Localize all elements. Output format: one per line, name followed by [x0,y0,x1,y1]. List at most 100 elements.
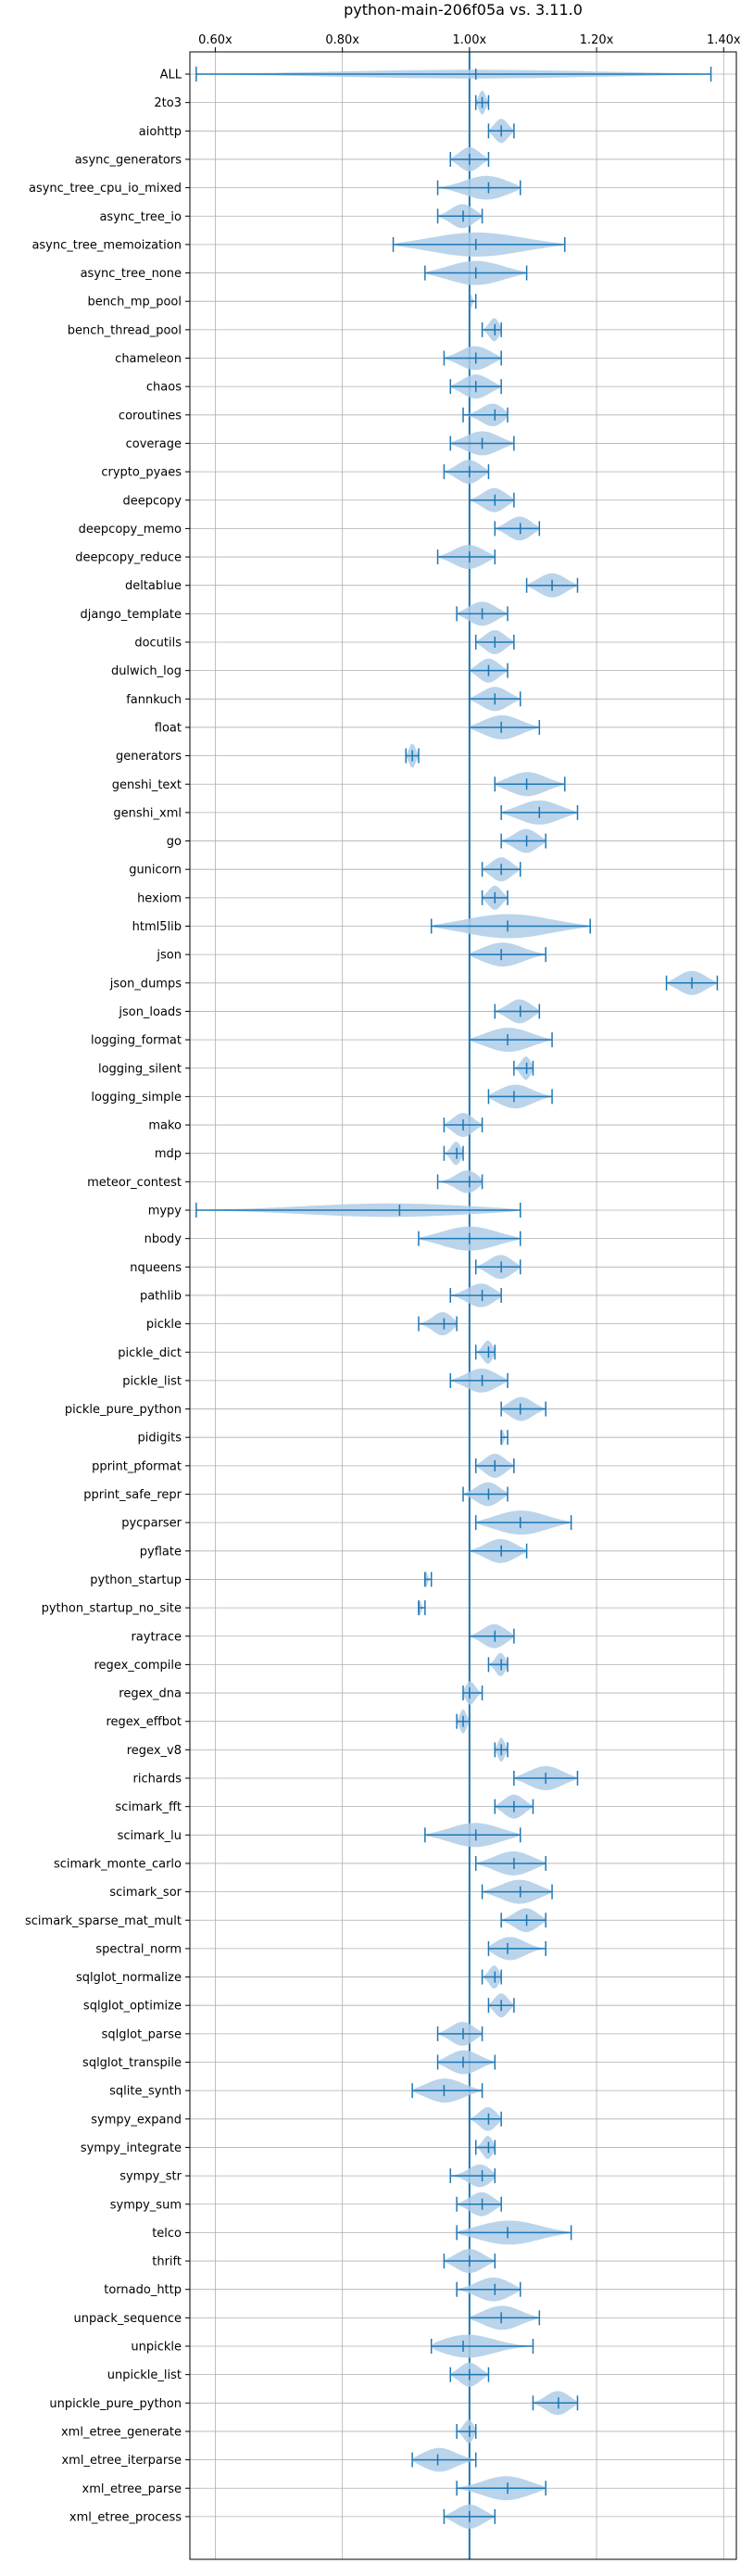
benchmark-label: pprint_pformat [92,1459,182,1473]
benchmark-label: regex_v8 [127,1744,182,1758]
benchmark-label: async_tree_cpu_io_mixed [29,182,182,196]
benchmark-label: xml_etree_parse [82,2482,182,2496]
violin-mypy [195,1203,521,1218]
benchmark-label: logging_simple [91,1091,182,1105]
violin-telco [456,2220,572,2245]
benchmark-label: chaos [146,381,182,395]
benchmark-label: sympy_sum [110,2198,182,2212]
violin-pyflate [469,1538,528,1563]
violin-float [469,715,541,739]
violin-coverage [449,431,515,456]
benchmark-label: unpickle [131,2341,182,2355]
benchmark-label: pidigits [138,1432,182,1446]
x-tick-label: 0.80x [325,33,359,47]
violin-bench_mp_pool [469,293,477,309]
benchmark-label: deepcopy [122,494,182,508]
violin-async_generators [449,146,490,171]
benchmark-label: genshi_xml [113,806,182,820]
violin-pickle [418,1312,458,1336]
violin-ALL [195,67,712,82]
violin-pickle_pure_python [500,1396,546,1421]
violin-spectral_norm [487,1937,546,1961]
violin-regex_dna [462,1681,484,1705]
violin-pidigits [500,1429,509,1446]
x-tick-label: 1.20x [580,33,614,47]
violin-richards [513,1766,579,1790]
violin-pprint_pformat [474,1453,515,1478]
axis-layer: 0.60x 0.80x 1.00x 1.20x 1.40x ALL 2to3 aiohttp a… [25,33,741,2524]
benchmark-label: unpickle_pure_python [49,2397,182,2411]
benchmark-label: python_startup [90,1573,182,1587]
benchmark-label: regex_compile [94,1659,182,1673]
violin-pathlib [449,1283,502,1307]
violin-unpickle_pure_python [532,2391,579,2416]
violin-bench_thread_pool [481,318,502,342]
x-tick-label: 0.60x [198,33,232,47]
benchmark-label: chameleon [115,352,182,366]
benchmark-label: docutils [134,637,182,650]
benchmark-label: raytrace [131,1630,182,1644]
benchmark-label: richards [133,1773,182,1787]
violin-sympy_str [449,2164,496,2188]
benchmark-label: scimark_sparse_mat_mult [25,1914,182,1928]
benchmark-label: unpack_sequence [73,2312,182,2326]
violin-json [469,942,546,966]
benchmark-label: nqueens [130,1261,182,1275]
violin-deltablue [525,573,579,598]
violin-gunicorn [481,857,521,882]
violin-aiohttp [487,119,515,144]
violin-deepcopy_reduce [436,545,496,569]
violin-go [500,828,546,853]
benchmark-label: deltablue [125,579,182,593]
violin-scimark_fft [494,1794,534,1819]
benchmark-label: sqlglot_transpile [82,2056,182,2070]
benchmark-label: xml_etree_generate [61,2425,182,2439]
violin-mdp [443,1142,464,1166]
violin-genshi_text [494,772,566,797]
benchmark-label: fannkuch [126,693,182,707]
violin-docutils [474,630,515,654]
violin-html5lib [430,914,591,939]
benchmark-label: aiohttp [139,125,182,139]
benchmark-label: gunicorn [129,864,182,878]
benchmark-label: pprint_safe_repr [83,1488,182,1502]
violin-logging_silent [513,1056,534,1080]
benchmark-label: deepcopy_memo [79,523,182,537]
violin-sqlglot_transpile [436,2050,496,2075]
benchmark-label: pathlib [140,1289,182,1303]
violin-sympy_sum [456,2191,502,2216]
benchmark-label: generators [116,750,182,764]
chart-title: python-main-206f05a vs. 3.11.0 [344,1,583,19]
x-tick-label: 1.00x [453,33,487,47]
violin-pprint_safe_repr [462,1482,509,1507]
violin-regex_v8 [494,1737,509,1762]
violin-scimark_sparse_mat_mult [500,1908,546,1933]
benchmark-label: float [155,721,182,735]
violin-genshi_xml [500,800,579,825]
violin-sqlglot_optimize [487,1993,515,2018]
benchmark-label: json_dumps [109,977,182,991]
violin-scimark_monte_carlo [474,1851,546,1875]
violin-coroutines [462,403,509,426]
violin-deepcopy_memo [494,516,541,541]
benchmark-label: xml_etree_process [69,2510,182,2524]
violin-deepcopy [469,487,515,512]
benchmark-label: sqlglot_optimize [83,2000,182,2014]
violin-pickle_list [449,1369,509,1393]
benchmark-label: json_loads [118,1005,182,1019]
benchmark-label: meteor_contest [87,1176,182,1190]
violin-python_startup_no_site [418,1599,426,1616]
benchmark-label: coroutines [119,409,182,423]
benchmark-label: bench_mp_pool [87,296,182,309]
benchmark-label: python_startup_no_site [42,1602,182,1616]
violin-json_loads [494,999,541,1024]
violin-async_tree_io [436,204,484,229]
violin-chameleon [443,346,502,371]
benchmark-label: nbody [144,1232,182,1246]
violin-sqlglot_parse [436,2021,484,2046]
violin-fannkuch [469,687,521,712]
benchmark-label: unpickle_list [107,2368,182,2382]
violin-scimark_sor [481,1879,553,1904]
violin-crypto_pyaes [443,460,490,484]
